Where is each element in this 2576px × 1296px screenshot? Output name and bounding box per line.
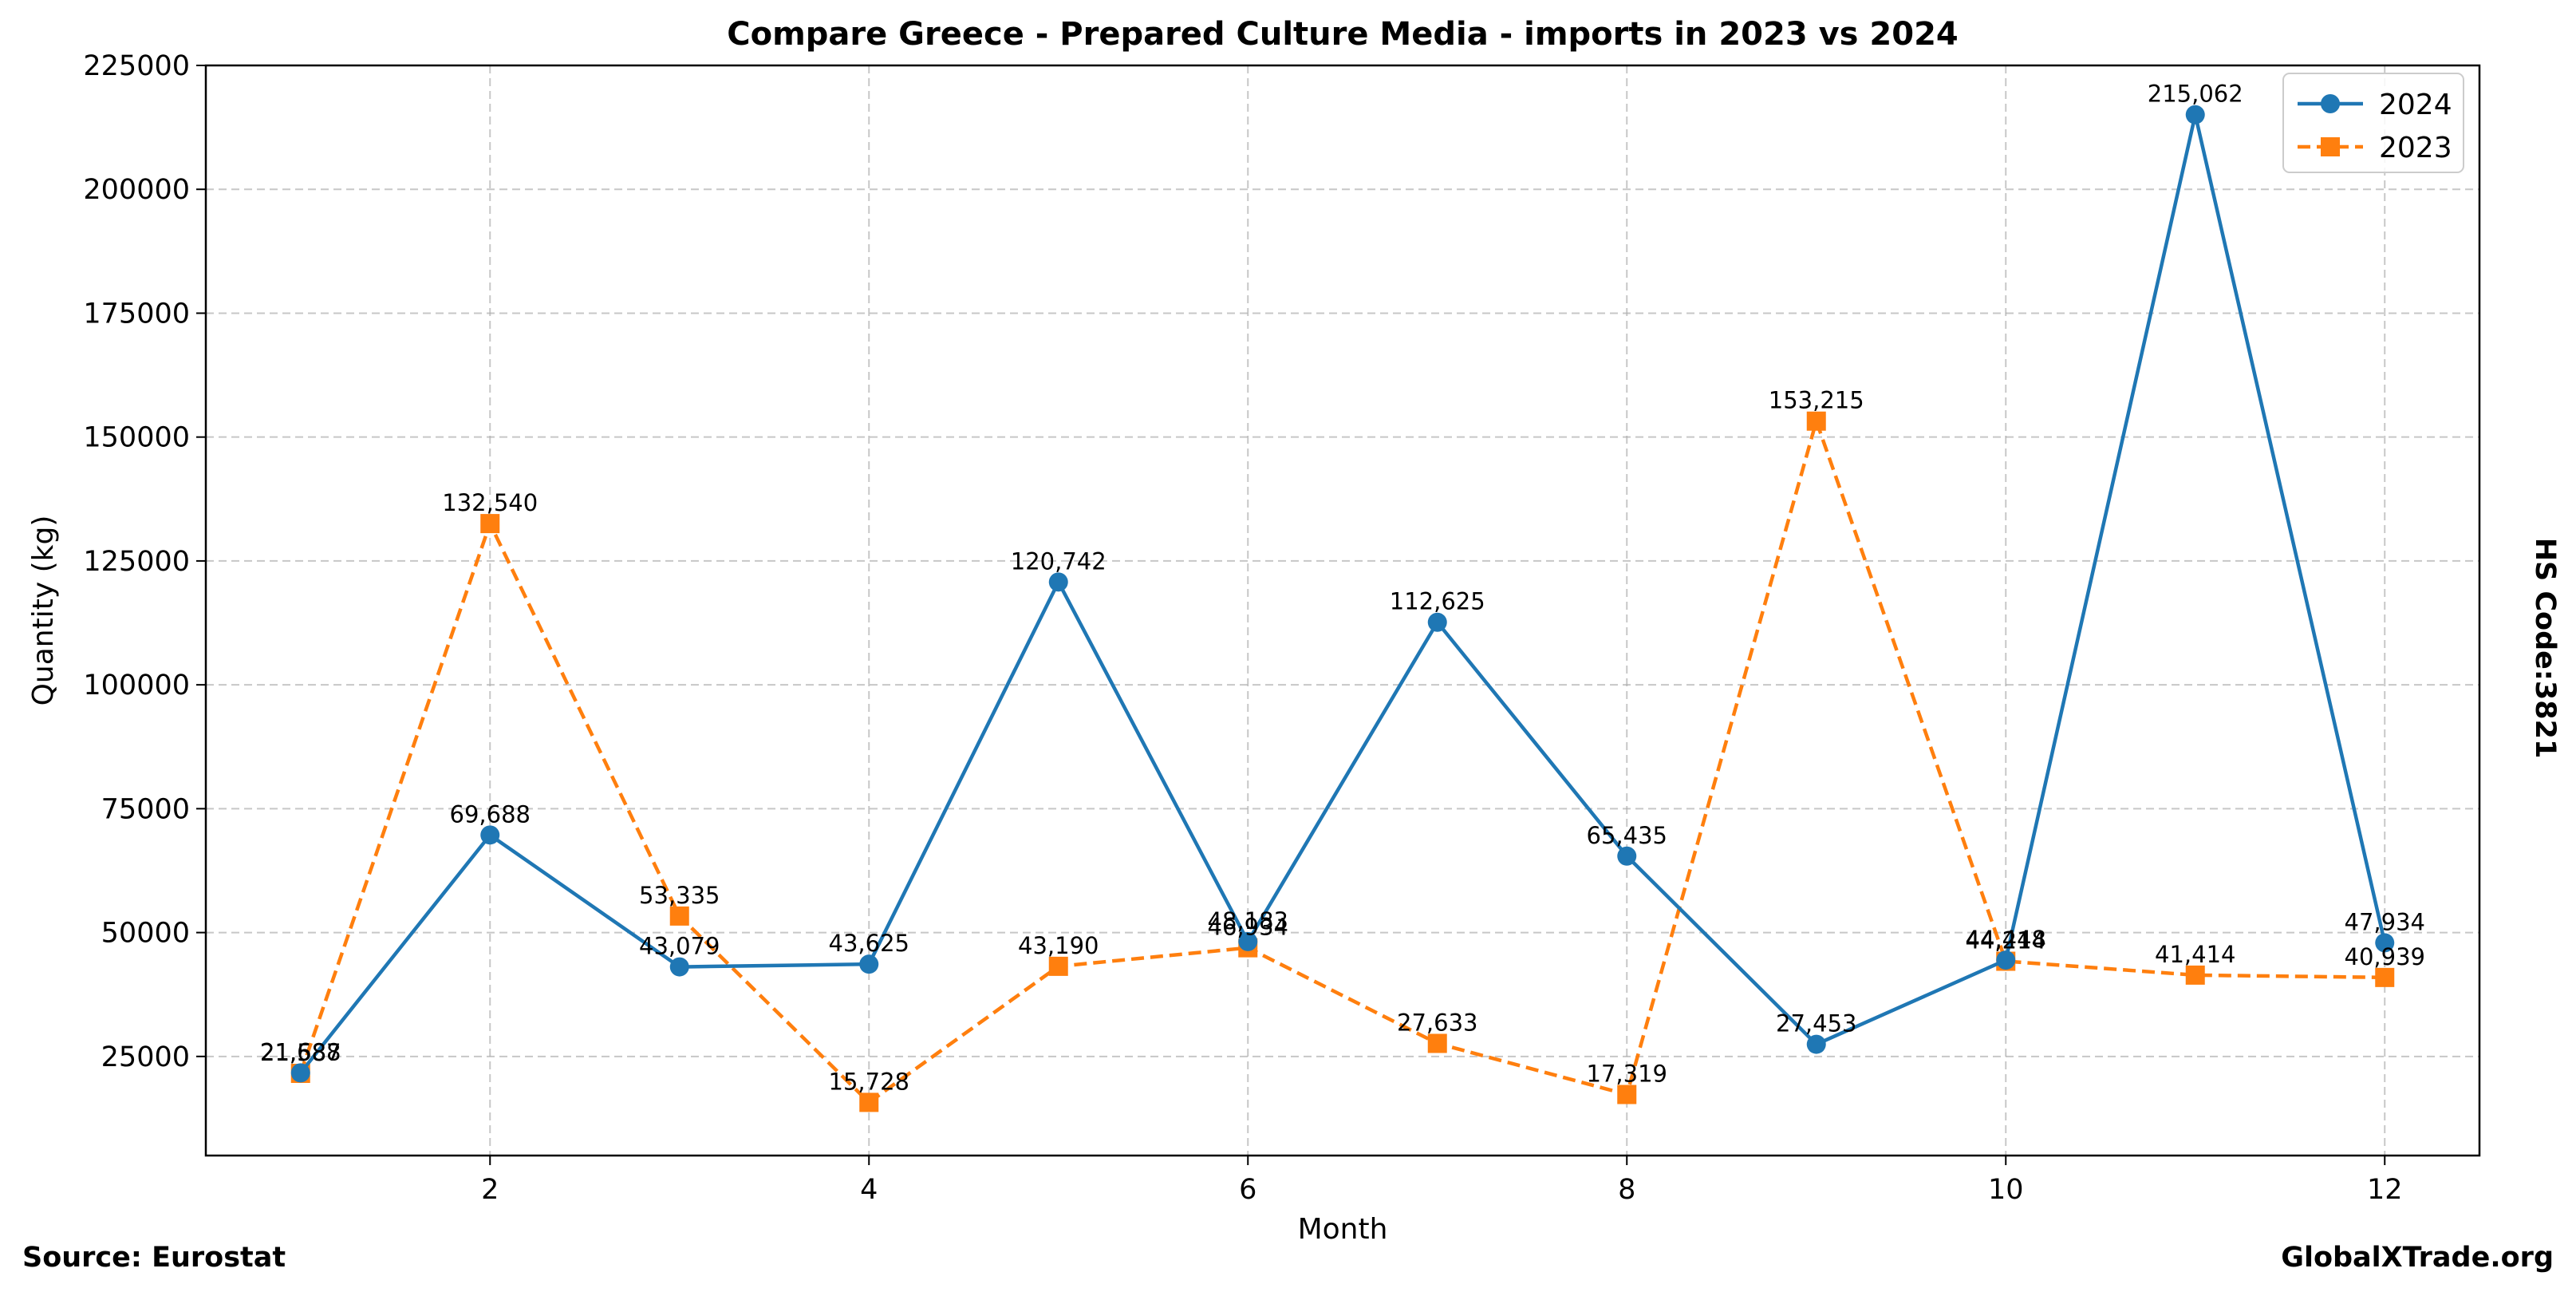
data-label-2024: 120,742 — [1011, 547, 1107, 575]
plot-frame — [204, 64, 2481, 1157]
y-tick-label: 50000 — [101, 918, 190, 950]
data-label-2024: 47,934 — [2345, 908, 2425, 935]
x-tick-label: 6 — [1239, 1174, 1256, 1206]
data-label-2023: 27,633 — [1397, 1009, 1477, 1036]
legend-label-2024: 2024 — [2379, 89, 2452, 121]
data-label-2023: 53,335 — [639, 882, 720, 909]
data-point-2024 — [1048, 572, 1068, 592]
hs-code-label: HS Code:3821 — [2529, 537, 2561, 759]
data-label-2023: 132,540 — [442, 489, 538, 516]
data-label-2023: 17,319 — [1587, 1061, 1667, 1088]
data-label-2024: 21,688 — [260, 1038, 341, 1065]
x-tick-label: 4 — [860, 1174, 878, 1206]
series-line-2024 — [298, 113, 2387, 1074]
chart-title: Compare Greece - Prepared Culture Media … — [727, 16, 1958, 53]
data-point-2023 — [2185, 965, 2205, 985]
series-line-2023 — [298, 419, 2385, 1104]
data-label-2024: 43,625 — [829, 930, 909, 957]
legend-marker-2024 — [2321, 94, 2340, 113]
brand-label: GlobalXTrade.org — [2281, 1242, 2554, 1274]
data-point-2023 — [1617, 1085, 1637, 1104]
data-point-2023 — [2375, 967, 2395, 987]
y-tick-label: 200000 — [83, 174, 190, 206]
series-2023 — [290, 411, 2395, 1112]
x-axis-label: Month — [1298, 1213, 1388, 1246]
series-2024 — [290, 105, 2395, 1083]
data-point-2024 — [1806, 1034, 1826, 1054]
legend-marker-2023 — [2321, 137, 2340, 156]
data-point-2024 — [1996, 950, 2016, 970]
data-label-2023: 44,214 — [1966, 927, 2046, 954]
data-point-2024 — [669, 957, 689, 977]
data-point-2023 — [669, 906, 689, 926]
data-label-2024: 69,688 — [450, 800, 531, 828]
data-label-2024: 43,079 — [639, 933, 720, 960]
legend-label-2023: 2023 — [2379, 132, 2452, 164]
data-point-2023 — [480, 514, 500, 534]
series-layer — [290, 105, 2395, 1112]
x-axis: 2 4 6 8 10 12 — [481, 1156, 2403, 1206]
data-point-2024 — [2185, 105, 2205, 124]
data-label-2023: 153,215 — [1769, 387, 1864, 414]
data-point-2023 — [859, 1093, 879, 1112]
y-tick-label: 100000 — [83, 670, 190, 701]
data-point-2024 — [1427, 612, 1447, 632]
data-label-2024: 112,625 — [1390, 588, 1485, 615]
data-label-2023: 41,414 — [2155, 941, 2235, 968]
data-point-2023 — [1427, 1033, 1447, 1053]
data-label-2023: 46,934 — [1208, 914, 1288, 941]
x-tick-label: 10 — [1988, 1174, 2024, 1206]
x-tick-label: 12 — [2367, 1174, 2403, 1206]
y-tick-label: 175000 — [83, 298, 190, 330]
data-label-2023: 15,728 — [829, 1068, 909, 1095]
data-point-2024 — [1238, 931, 1258, 951]
data-label-2023: 40,939 — [2345, 943, 2425, 970]
x-tick-label: 8 — [1618, 1174, 1635, 1206]
grid — [206, 65, 2479, 1156]
data-label-2024: 215,062 — [2148, 81, 2243, 108]
y-axis-label: Quantity (kg) — [27, 516, 60, 706]
data-point-2024 — [1617, 846, 1637, 866]
y-tick-label: 25000 — [101, 1041, 190, 1073]
source-label: Source: Eurostat — [22, 1242, 286, 1274]
y-tick-label: 125000 — [83, 546, 190, 578]
data-point-2024 — [480, 825, 500, 845]
data-label-2024: 65,435 — [1587, 822, 1667, 849]
data-point-2024 — [859, 954, 879, 974]
data-point-2023 — [1806, 411, 1826, 431]
data-label-2024: 48,183 — [1208, 907, 1288, 934]
data-point-2024 — [290, 1063, 310, 1083]
data-label-2023: 21,587 — [260, 1039, 341, 1066]
data-point-2023 — [1048, 956, 1068, 976]
data-label-2023: 43,190 — [1018, 932, 1099, 959]
data-label-2024: 27,453 — [1776, 1010, 1856, 1037]
y-axis: 25000 50000 75000 100000 125000 150000 175000 2… — [83, 50, 206, 1073]
data-labels: 21,688 69,688 43,079 43,625 120,742 48,183 112… — [260, 81, 2425, 1096]
y-tick-label: 225000 — [83, 50, 190, 82]
legend: 2024 2023 — [2282, 73, 2464, 173]
data-label-2024: 44,448 — [1966, 926, 2046, 953]
y-tick-label: 150000 — [83, 422, 190, 454]
x-tick-label: 2 — [481, 1174, 499, 1206]
data-point-2024 — [2375, 933, 2395, 953]
y-tick-label: 75000 — [101, 793, 190, 825]
